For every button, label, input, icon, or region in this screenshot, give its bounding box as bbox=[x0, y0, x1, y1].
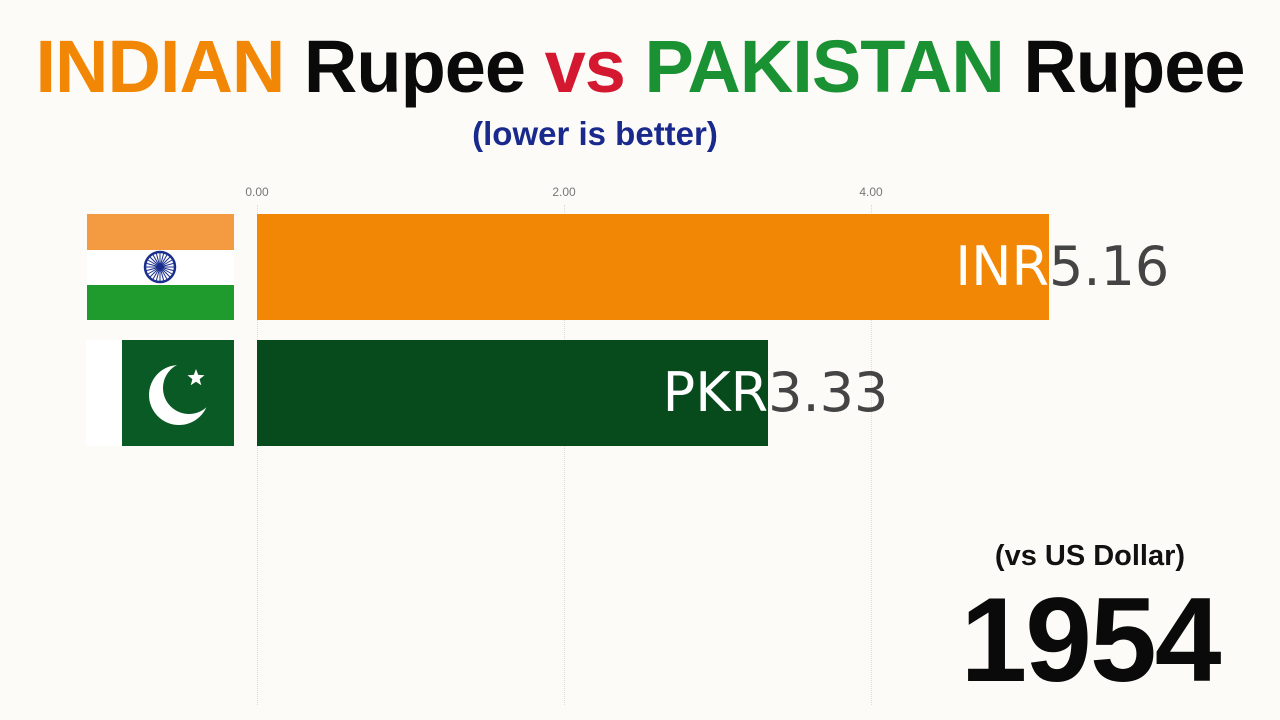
bar-value-label: 5.16 bbox=[1049, 235, 1170, 298]
bar-value-label: 3.33 bbox=[768, 361, 889, 424]
title-part-1: Rupee bbox=[284, 25, 545, 108]
gridline bbox=[871, 205, 872, 705]
india-flag-icon bbox=[87, 214, 234, 320]
gridline bbox=[257, 205, 258, 705]
chart-title: INDIAN Rupee vs PAKISTAN Rupee bbox=[0, 22, 1280, 112]
x-tick-label: 2.00 bbox=[552, 185, 576, 199]
currency-note: (vs US Dollar) bbox=[994, 540, 1186, 572]
bar-inr: INR 5.16 bbox=[257, 214, 1169, 320]
title-part-3: PAKISTAN bbox=[624, 25, 1005, 108]
x-tick-label: 0.00 bbox=[245, 185, 269, 199]
gridline bbox=[564, 205, 565, 705]
bar-pkr: PKR 3.33 bbox=[257, 340, 888, 446]
x-tick-label: 4.00 bbox=[859, 185, 883, 199]
bar-category-label: INR bbox=[955, 235, 1050, 298]
title-part-0: INDIAN bbox=[35, 25, 285, 108]
title-part-2: vs bbox=[544, 25, 626, 108]
pakistan-flag-icon bbox=[86, 340, 234, 446]
title-part-4: Rupee bbox=[1003, 25, 1245, 108]
year-label: 1954 bbox=[960, 573, 1222, 707]
chart-subtitle: (lower is better) bbox=[472, 115, 718, 152]
bar-category-label: PKR bbox=[662, 361, 769, 424]
